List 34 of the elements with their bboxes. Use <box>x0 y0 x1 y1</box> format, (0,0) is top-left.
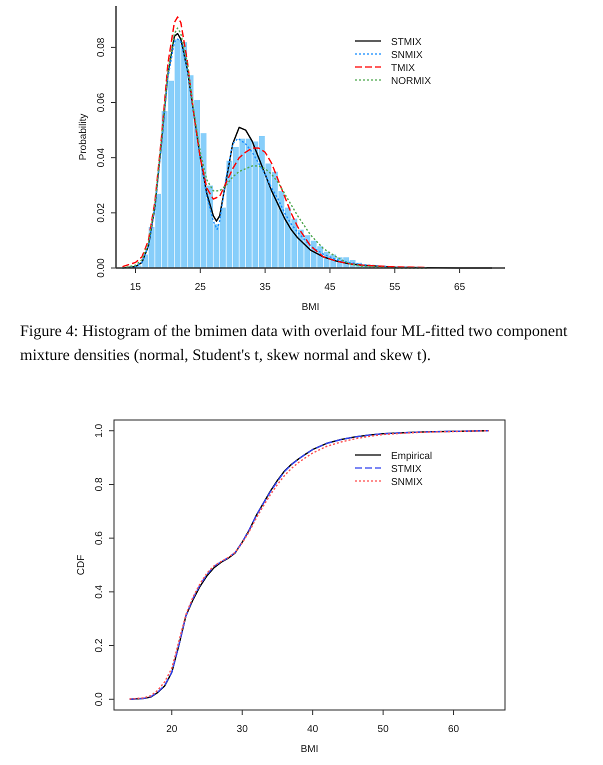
legend-label: SNMIX <box>391 50 423 61</box>
y-tick-label: 0.04 <box>96 148 107 168</box>
y-tick-label: 0.08 <box>96 37 107 58</box>
x-tick-label: 45 <box>324 282 336 293</box>
x-tick-label: 30 <box>236 724 248 735</box>
caption: Figure 4: Histogram of the bmimen data with overlaid four ML-fitted two component mixture densities (normal, Student's t, skew normal and skew t). <box>19 322 568 366</box>
y-tick-label: 0.0 <box>94 692 105 706</box>
y-tick-label: 1.0 <box>94 423 105 438</box>
y-tick-label: 0.2 <box>94 638 105 653</box>
legend-label: NORMIX <box>391 76 432 87</box>
x-tick-label: 55 <box>389 282 401 293</box>
legend-label: STMIX <box>391 37 422 48</box>
y-axis-title: CDF <box>76 554 87 576</box>
x-tick-label: 35 <box>260 282 272 293</box>
x-axis-title: BMI <box>300 744 318 755</box>
legend-label: Empirical <box>391 451 432 462</box>
y-tick-label: 0.8 <box>94 477 105 492</box>
y-tick-label: 0.4 <box>94 584 105 599</box>
y-tick-label: 0.06 <box>96 92 107 112</box>
x-tick-label: 65 <box>454 282 466 293</box>
legend-label: STMIX <box>391 464 422 475</box>
x-tick-label: 40 <box>307 724 319 735</box>
legend-label: TMIX <box>391 63 416 74</box>
y-tick-label: 0.00 <box>96 258 107 278</box>
x-axis-title: BMI <box>302 302 320 313</box>
y-tick-label: 0.6 <box>94 530 105 546</box>
x-tick-label: 20 <box>166 724 178 735</box>
x-tick-label: 60 <box>448 724 460 735</box>
y-tick-label: 0.02 <box>96 202 107 223</box>
x-tick-label: 15 <box>130 282 142 293</box>
x-tick-label: 25 <box>194 282 206 293</box>
x-tick-label: 50 <box>378 724 390 735</box>
legend-label: SNMIX <box>391 477 423 488</box>
y-axis-title: Probability <box>78 114 89 160</box>
